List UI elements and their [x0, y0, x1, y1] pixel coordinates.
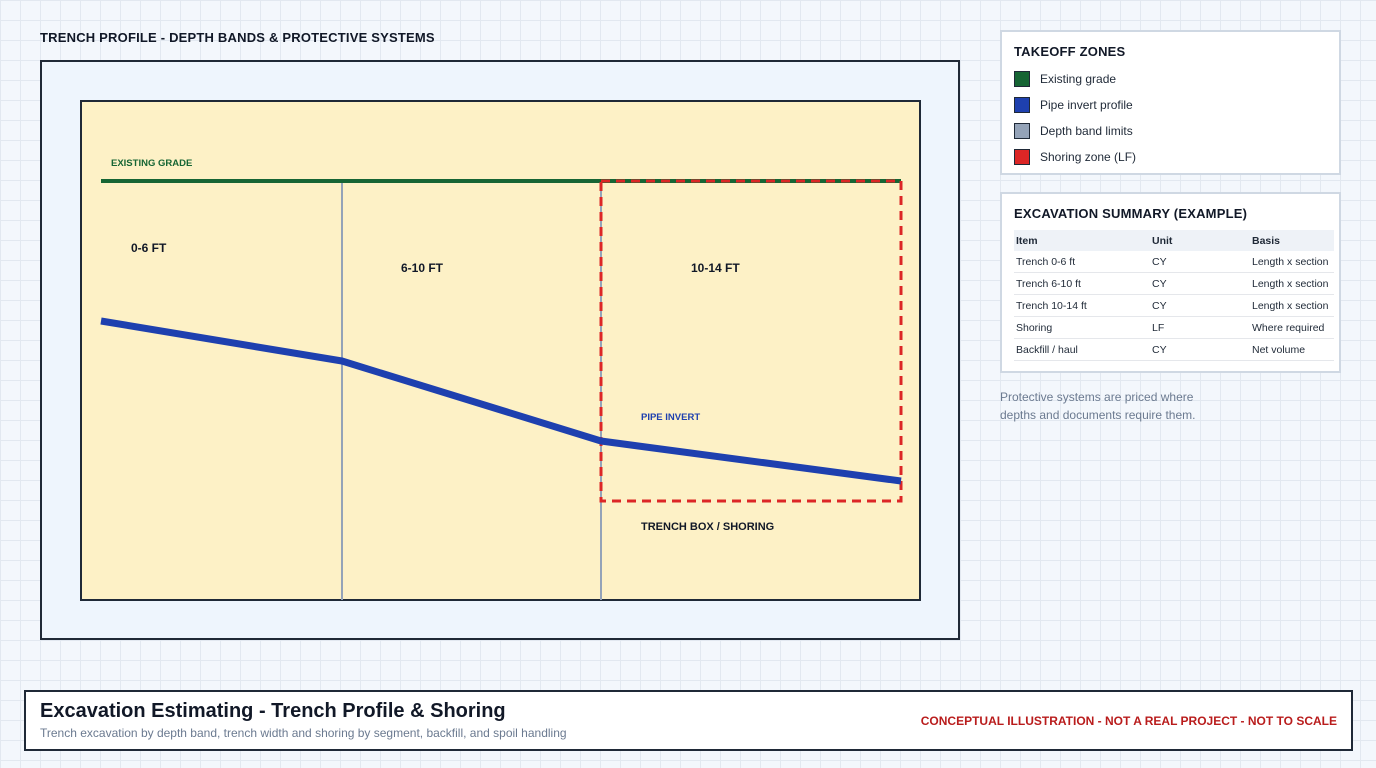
legend-item: Shoring zone (LF): [1014, 148, 1136, 166]
legend-swatch-existing-grade: [1014, 71, 1030, 87]
footer-disclaimer: CONCEPTUAL ILLUSTRATION - NOT A REAL PRO…: [920, 714, 1337, 728]
table-cell: Length x section: [1250, 272, 1334, 295]
footer-subtitle: Trench excavation by depth band, trench …: [40, 726, 567, 740]
table-cell: Net volume: [1250, 338, 1334, 361]
table-row: Trench 0-6 ft CY Length x section: [1014, 251, 1334, 273]
column-header-unit: Unit: [1150, 230, 1250, 251]
profile-title: TRENCH PROFILE - DEPTH BANDS & PROTECTIV…: [40, 30, 435, 45]
table-cell: CY: [1150, 251, 1250, 273]
excavation-summary-panel: EXCAVATION SUMMARY (EXAMPLE) Item Unit B…: [1000, 192, 1341, 373]
existing-grade-label: EXISTING GRADE: [111, 158, 192, 169]
band-label-6-10: 6-10 FT: [401, 261, 444, 275]
soil-area: [80, 100, 921, 601]
band-label-10-14: 10-14 FT: [691, 261, 740, 275]
table-row: Trench 10-14 ft CY Length x section: [1014, 294, 1334, 317]
table-cell: CY: [1150, 294, 1250, 317]
takeoff-zones-legend: TAKEOFF ZONES Existing grade Pipe invert…: [1000, 30, 1341, 175]
summary-title: EXCAVATION SUMMARY (EXAMPLE): [1014, 206, 1248, 221]
footer-title: Excavation Estimating - Trench Profile &…: [40, 700, 506, 722]
legend-item: Depth band limits: [1014, 122, 1133, 140]
band-label-0-6: 0-6 FT: [131, 241, 167, 255]
legend-label: Shoring zone (LF): [1040, 150, 1137, 164]
table-cell: CY: [1150, 338, 1250, 361]
legend-label: Depth band limits: [1040, 124, 1133, 138]
column-header-basis: Basis: [1250, 230, 1334, 251]
legend-swatch-shoring-zone: [1014, 149, 1030, 165]
table-header-row: Item Unit Basis: [1014, 230, 1334, 251]
footer-banner: Excavation Estimating - Trench Profile &…: [24, 690, 1353, 751]
table-cell: Backfill / haul: [1014, 338, 1150, 361]
table-cell: Trench 0-6 ft: [1014, 251, 1150, 273]
table-row: Shoring LF Where required: [1014, 316, 1334, 339]
table-cell: LF: [1150, 316, 1250, 339]
legend-swatch-depth-band: [1014, 123, 1030, 139]
pipe-invert-profile: [100, 317, 902, 485]
trench-profile-canvas: EXISTING GRADE 0-6 FT 6-10 FT 10-14 FT P…: [80, 100, 921, 601]
table-cell: Length x section: [1250, 294, 1334, 317]
table-cell: Where required: [1250, 316, 1334, 339]
table-row: Trench 6-10 ft CY Length x section: [1014, 272, 1334, 295]
table-cell: CY: [1150, 272, 1250, 295]
table-cell: Shoring: [1014, 316, 1150, 339]
table-cell: Trench 6-10 ft: [1014, 272, 1150, 295]
protective-systems-note: Protective systems are priced where dept…: [1000, 390, 1196, 422]
legend-title: TAKEOFF ZONES: [1014, 44, 1126, 59]
table-cell: Length x section: [1250, 251, 1334, 273]
table-row: Backfill / haul CY Net volume: [1014, 338, 1334, 361]
legend-swatch-pipe-invert: [1014, 97, 1030, 113]
trench-profile-diagram: EXISTING GRADE 0-6 FT 6-10 FT 10-14 FT P…: [40, 60, 960, 640]
shoring-zone: [599, 179, 903, 503]
legend-label: Existing grade: [1040, 72, 1117, 86]
pipe-invert-label: PIPE INVERT: [641, 412, 700, 423]
column-header-item: Item: [1014, 230, 1150, 251]
legend-item: Pipe invert profile: [1014, 96, 1133, 114]
table-cell: Trench 10-14 ft: [1014, 294, 1150, 317]
legend-label: Pipe invert profile: [1040, 98, 1133, 112]
legend-item: Existing grade: [1014, 70, 1116, 88]
trench-box-label: TRENCH BOX / SHORING: [641, 521, 774, 533]
summary-table: Item Unit Basis Trench 0-6 ft CY Length …: [1014, 230, 1334, 361]
